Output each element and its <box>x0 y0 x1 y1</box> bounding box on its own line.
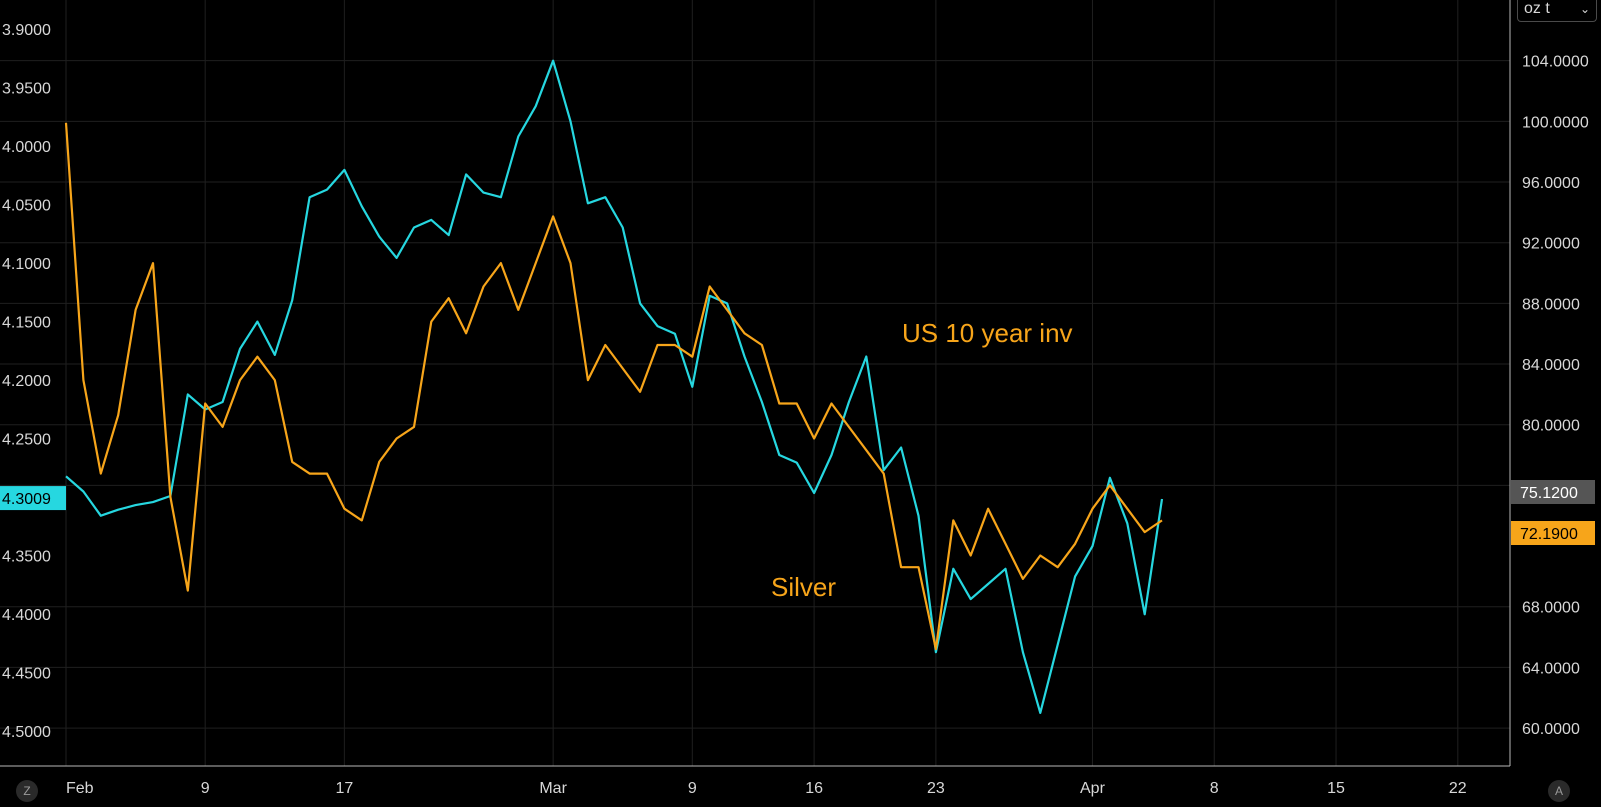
right-last-value-text: 72.1900 <box>1520 526 1578 543</box>
unit-selector[interactable]: oz t ⌄ <box>1517 0 1597 22</box>
timezone-label: Z <box>23 784 31 798</box>
x-tick-label: 16 <box>805 780 823 797</box>
left-axis: 3.9000 3.9500 4.0000 4.0500 4.1000 4.1500 4.20… <box>2 22 51 741</box>
x-tick-label: 23 <box>927 780 945 797</box>
right-tick-label: 60.0000 <box>1522 721 1580 738</box>
series-line-orange <box>64 122 1163 651</box>
last-value-tags: 4.3009 75.1200 72.1900 <box>0 480 1595 545</box>
x-tick-label: Apr <box>1080 780 1106 797</box>
right-tick-label: 92.0000 <box>1522 236 1580 253</box>
right-tick-label: 68.0000 <box>1522 600 1580 617</box>
x-tick-label: Mar <box>539 780 567 797</box>
left-tick-label: 3.9000 <box>2 22 51 39</box>
chevron-down-icon: ⌄ <box>1579 2 1590 16</box>
left-last-value-tag <box>0 486 66 511</box>
left-tick-label: 4.4500 <box>2 665 51 682</box>
left-tick-label: 4.0000 <box>2 139 51 156</box>
left-tick-label: 4.5000 <box>2 724 51 741</box>
left-tick-label: 4.2500 <box>2 432 51 449</box>
annotation-silver: Silver <box>771 572 836 602</box>
timezone-toggle-button[interactable]: Z <box>16 780 38 802</box>
annotation-us10y: US 10 year inv <box>902 318 1073 348</box>
right-axis: 104.0000 100.0000 96.0000 92.0000 88.0000 84.… <box>1509 0 1589 766</box>
right-last-value-tag <box>1511 480 1595 504</box>
auto-scale-button[interactable]: A <box>1548 780 1570 802</box>
plot-area <box>64 59 1164 714</box>
grid-lines <box>0 0 1510 766</box>
right-tick-label: 84.0000 <box>1522 357 1580 374</box>
x-tick-label: 8 <box>1210 780 1219 797</box>
right-tick-label: 64.0000 <box>1522 660 1580 677</box>
right-tick-label: 96.0000 <box>1522 175 1580 192</box>
left-tick-label: 4.0500 <box>2 198 51 215</box>
unit-label: oz t <box>1524 0 1550 17</box>
left-tick-label: 4.1000 <box>2 256 51 273</box>
left-last-value-text: 4.3009 <box>2 491 51 508</box>
x-axis: Feb 9 17 Mar 9 16 23 Apr 8 15 22 <box>0 765 1510 797</box>
x-tick-label: 17 <box>335 780 353 797</box>
x-tick-label: 22 <box>1449 780 1467 797</box>
right-tick-label: 88.0000 <box>1522 296 1580 313</box>
x-tick-label: Feb <box>66 780 94 797</box>
left-tick-label: 4.4000 <box>2 607 51 624</box>
x-tick-label: 9 <box>201 780 210 797</box>
left-tick-label: 4.3500 <box>2 548 51 565</box>
right-tick-label: 104.0000 <box>1522 54 1589 71</box>
left-tick-label: 4.1500 <box>2 315 51 332</box>
auto-scale-label: A <box>1554 784 1563 798</box>
right-last-value-tag <box>1511 521 1595 545</box>
series-line-cyan <box>65 59 1164 714</box>
left-tick-label: 3.9500 <box>2 81 51 98</box>
left-tick-label: 4.2000 <box>2 373 51 390</box>
right-tick-label: 80.0000 <box>1522 418 1580 435</box>
x-tick-label: 15 <box>1327 780 1345 797</box>
x-tick-label: 9 <box>688 780 697 797</box>
right-tick-label: 100.0000 <box>1522 114 1589 131</box>
right-last-value-text: 75.1200 <box>1520 485 1578 502</box>
